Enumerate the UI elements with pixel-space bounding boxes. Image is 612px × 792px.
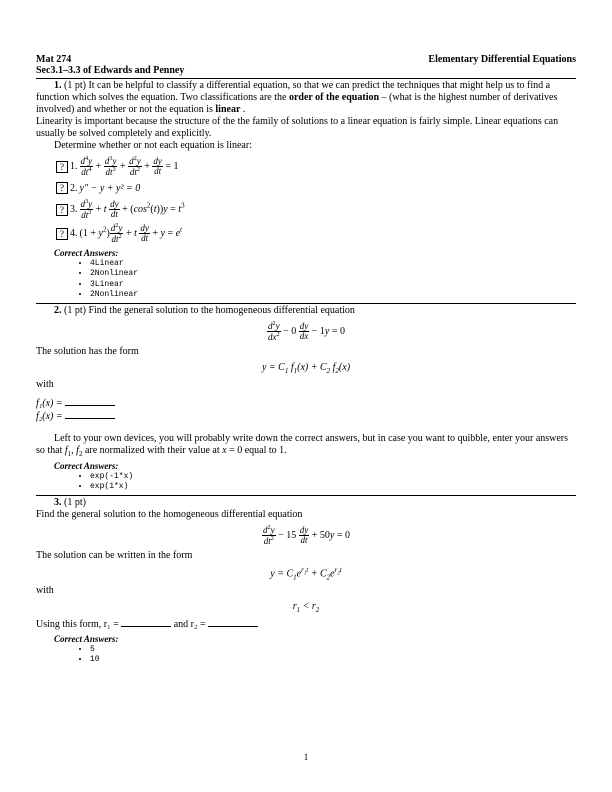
page-content: Mat 274 Elementary Differential Equation… — [0, 0, 612, 688]
q1-item-1: ? 1. d4ydt4 + d3ydt3 + d2ydt2 + dydt = 1 — [56, 156, 576, 177]
q1-item-4: ? 4. (1 + y2)d2ydt2 + t dydt + y = et — [56, 223, 576, 244]
rule — [36, 495, 576, 496]
q3-constraint: r1 < r2 — [36, 601, 576, 614]
course-title: Elementary Differential Equations — [428, 54, 576, 65]
q2-f1: f₁(x) = — [36, 397, 576, 410]
q3-using-form: Using this form, r₁ = and r₂ = — [36, 618, 576, 631]
equation: d3ydt3 + t dydt + (cos2(t))y = t3 — [80, 199, 185, 220]
answer-item: 3Linear — [90, 280, 576, 290]
answer-item: 2Nonlinear — [90, 290, 576, 300]
page-number: 1 — [0, 752, 612, 762]
correct-answers-label: Correct Answers: — [54, 248, 576, 258]
q1-instruction: Determine whether or not each equation i… — [36, 140, 576, 152]
q1-item-3: ? 3. d3ydt3 + t dydt + (cos2(t))y = t3 — [56, 199, 576, 220]
q2-solution-form-label: The solution has the form — [36, 346, 576, 358]
answer-box[interactable]: ? — [56, 204, 68, 216]
q1-answers: 4Linear 2Nonlinear 3Linear 2Nonlinear — [74, 259, 576, 301]
q3-solution-form-label: The solution can be written in the form — [36, 550, 576, 562]
blank-input[interactable] — [208, 618, 258, 627]
section-ref: Sec3.1–3.3 of Edwards and Penney — [36, 65, 576, 76]
answer-box[interactable]: ? — [56, 161, 68, 173]
blank-input[interactable] — [65, 410, 115, 419]
q3-answers: 5 10 — [74, 645, 576, 666]
q3-solution-form: y = C1er1t + C2er2t — [36, 566, 576, 581]
q3-text: Find the general solution to the homogen… — [36, 509, 576, 521]
answer-item: 2Nonlinear — [90, 269, 576, 279]
answer-item: 5 — [90, 645, 576, 655]
q1-num: 1. — [54, 80, 62, 91]
answer-item: 10 — [90, 655, 576, 665]
q3-num: 3. — [54, 497, 62, 508]
q3-with: with — [36, 585, 576, 597]
answer-item: exp(-1*x) — [90, 472, 576, 482]
q2-f2: f₂(x) = — [36, 410, 576, 423]
q3-equation: d2ydt2 − 15 dydt + 50y = 0 — [36, 525, 576, 546]
answer-item: 4Linear — [90, 259, 576, 269]
q3-header: 3. (1 pt) — [36, 497, 576, 509]
q2-note: Left to your own devices, you will proba… — [36, 433, 576, 458]
q1-linearity: Linearity is important because the struc… — [36, 116, 576, 140]
q1-equation-list: ? 1. d4ydt4 + d3ydt3 + d2ydt2 + dydt = 1… — [56, 156, 576, 244]
rule — [36, 303, 576, 304]
q2-text: 2. (1 pt) Find the general solution to t… — [36, 305, 576, 317]
equation: d4ydt4 + d3ydt3 + d2ydt2 + dydt = 1 — [80, 156, 179, 177]
answer-box[interactable]: ? — [56, 228, 68, 240]
correct-answers-label: Correct Answers: — [54, 461, 576, 471]
header-row: Mat 274 Elementary Differential Equation… — [36, 54, 576, 65]
answer-box[interactable]: ? — [56, 182, 68, 194]
blank-input[interactable] — [65, 397, 115, 406]
course-code: Mat 274 — [36, 54, 71, 65]
q2-answers: exp(-1*x) exp(1*x) — [74, 472, 576, 493]
q2-solution-form: y = C1 f1(x) + C2 f2(x) — [36, 362, 576, 375]
rule — [36, 78, 576, 79]
correct-answers-label: Correct Answers: — [54, 634, 576, 644]
equation: (1 + y2)d2ydt2 + t dydt + y = et — [80, 223, 183, 244]
q1-item-2: ? 2. y″ − y + y² = 0 — [56, 180, 576, 196]
q2-with: with — [36, 379, 576, 391]
q2-equation: d2ydx2 − 0 dydx − 1y = 0 — [36, 321, 576, 342]
answer-item: exp(1*x) — [90, 482, 576, 492]
equation: y″ − y + y² = 0 — [80, 183, 141, 194]
q1-text: 1. (1 pt) It can be helpful to classify … — [36, 80, 576, 116]
q2-num: 2. — [54, 305, 62, 316]
blank-input[interactable] — [121, 618, 171, 627]
